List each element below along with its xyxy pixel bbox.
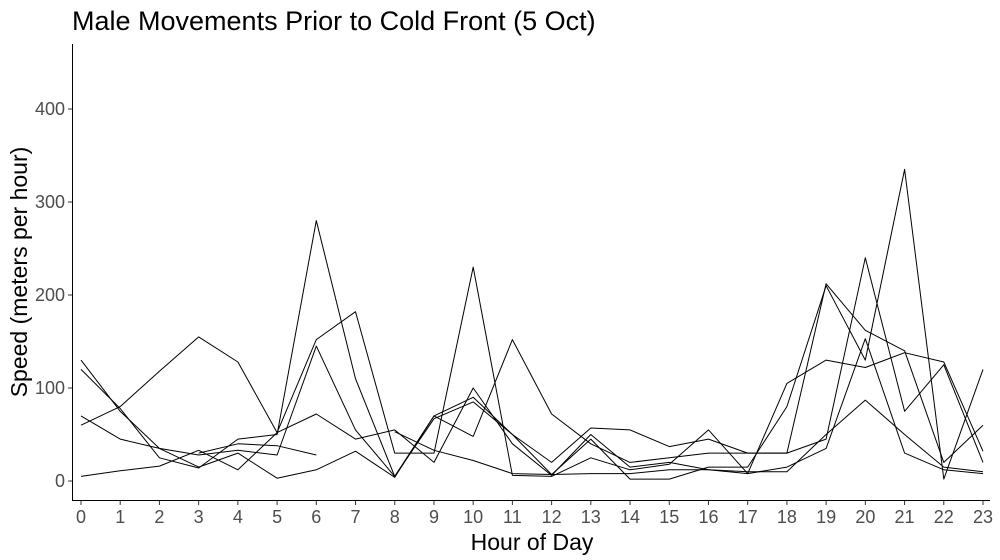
x-tick-label: 23 — [973, 507, 993, 527]
y-tick-label: 400 — [35, 99, 65, 119]
x-tick-label: 22 — [934, 507, 954, 527]
x-tick-label: 4 — [233, 507, 243, 527]
series-line-7 — [394, 399, 984, 475]
y-tick-label: 100 — [35, 378, 65, 398]
series-line-1 — [80, 168, 984, 480]
series-line-2 — [80, 266, 984, 477]
series-line-5 — [80, 338, 984, 477]
x-axis-ticks: 0 1 2 3 4 5 6 7 8 9 10 11 12 13 14 15 16 17 18 19 20 21 22 23 — [76, 501, 993, 527]
x-tick-label: 0 — [76, 507, 86, 527]
x-tick-label: 12 — [542, 507, 562, 527]
x-tick-label: 7 — [351, 507, 361, 527]
y-tick-label: 0 — [55, 471, 65, 491]
x-tick-label: 1 — [115, 507, 125, 527]
series-lines — [80, 168, 984, 480]
series-line-4 — [80, 257, 984, 479]
series-line-3 — [80, 283, 984, 477]
y-tick-label: 300 — [35, 192, 65, 212]
x-tick-label: 19 — [816, 507, 836, 527]
series-line-6 — [198, 443, 317, 456]
x-tick-label: 5 — [272, 507, 282, 527]
x-tick-label: 9 — [429, 507, 439, 527]
x-tick-label: 11 — [503, 507, 522, 527]
y-tick-label: 200 — [35, 285, 65, 305]
x-tick-label: 15 — [659, 507, 679, 527]
x-tick-label: 3 — [194, 507, 204, 527]
x-tick-label: 6 — [311, 507, 321, 527]
x-tick-label: 16 — [698, 507, 718, 527]
x-tick-label: 17 — [738, 507, 758, 527]
x-tick-label: 10 — [463, 507, 483, 527]
x-tick-label: 20 — [855, 507, 875, 527]
chart-title: Male Movements Prior to Cold Front (5 Oc… — [72, 6, 596, 36]
y-axis-ticks: 0 100 200 300 400 — [35, 99, 72, 491]
x-tick-label: 8 — [390, 507, 400, 527]
x-tick-label: 21 — [895, 507, 915, 527]
x-tick-label: 2 — [154, 507, 164, 527]
y-axis-title: Speed (meters per hour) — [6, 147, 32, 398]
x-tick-label: 13 — [581, 507, 601, 527]
x-tick-label: 14 — [620, 507, 640, 527]
x-axis-title: Hour of Day — [471, 529, 594, 555]
x-tick-label: 18 — [777, 507, 797, 527]
